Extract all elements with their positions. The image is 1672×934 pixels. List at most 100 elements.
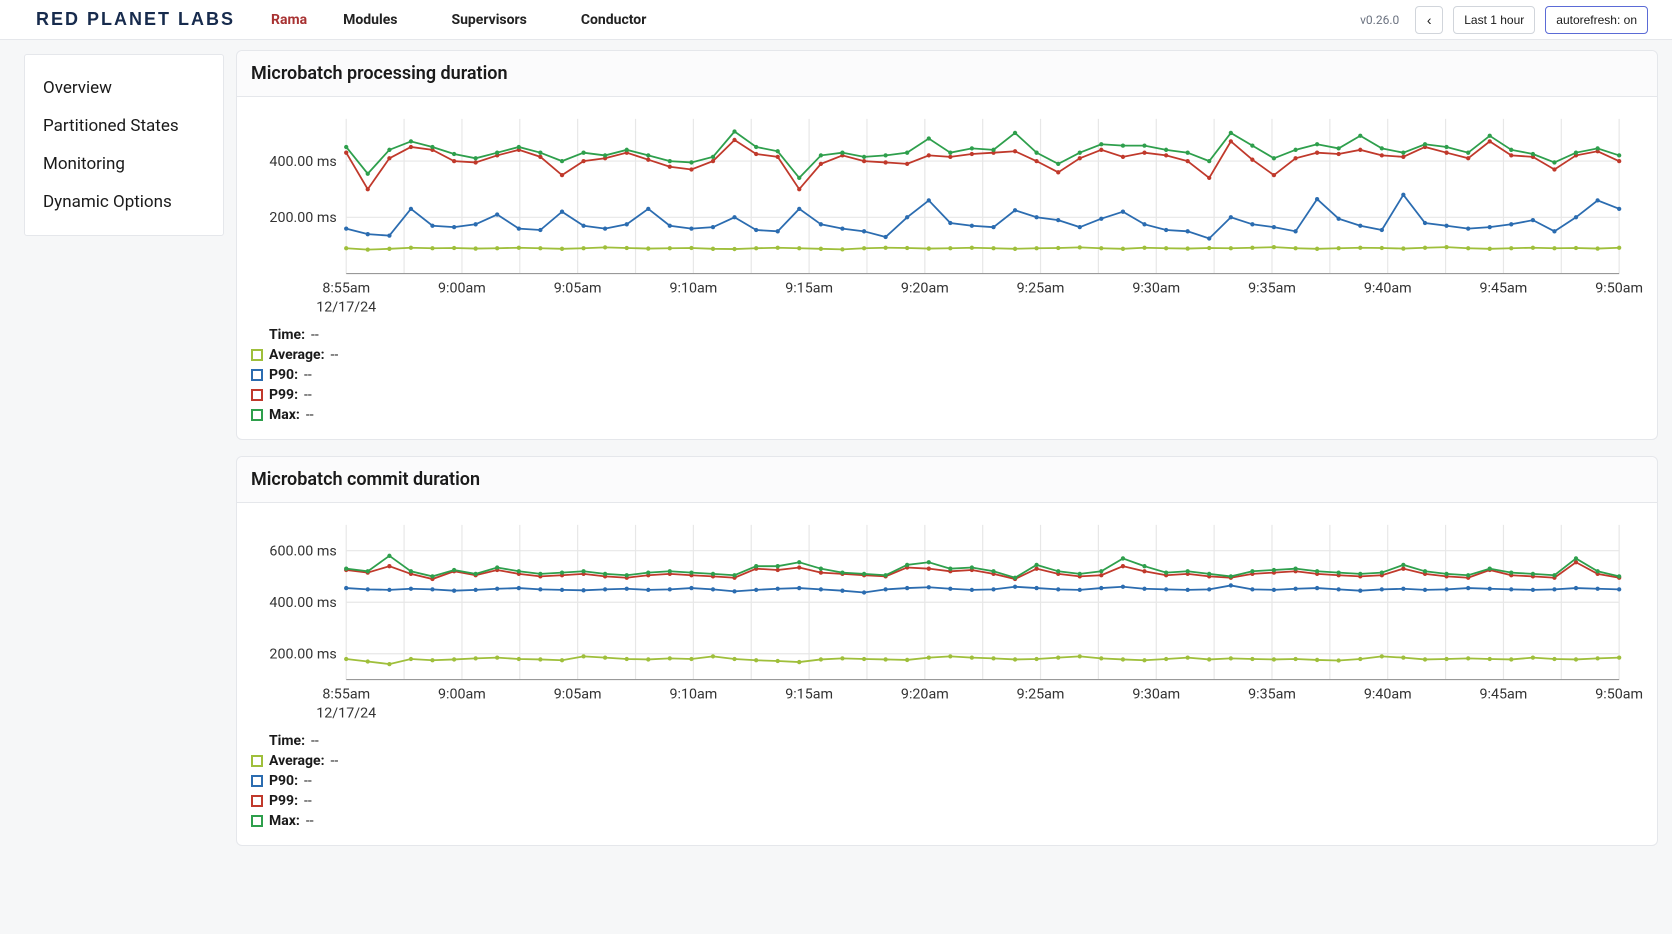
svg-text:9:30am: 9:30am bbox=[1132, 687, 1180, 703]
sidebar-item-overview[interactable]: Overview bbox=[39, 69, 209, 107]
svg-text:9:15am: 9:15am bbox=[785, 687, 833, 703]
svg-text:600.00 ms: 600.00 ms bbox=[269, 544, 336, 560]
legend-value-p90: -- bbox=[304, 773, 312, 789]
nav-gap bbox=[415, 0, 433, 40]
svg-text:9:25am: 9:25am bbox=[1017, 281, 1065, 297]
nav-modules[interactable]: Modules bbox=[325, 0, 415, 40]
panel-body: 200.00 ms400.00 ms8:55am12/17/249:00am9:… bbox=[237, 97, 1657, 439]
nav-rama[interactable]: Rama bbox=[253, 0, 325, 40]
svg-text:9:10am: 9:10am bbox=[669, 687, 717, 703]
legend-swatch-average bbox=[251, 755, 263, 767]
legend-swatch-p90 bbox=[251, 369, 263, 381]
legend-row-p90[interactable]: P90 -- bbox=[251, 367, 1643, 383]
svg-text:9:20am: 9:20am bbox=[901, 687, 949, 703]
svg-text:12/17/24: 12/17/24 bbox=[316, 706, 376, 722]
legend-value-p90: -- bbox=[304, 367, 312, 383]
legend-row-p90[interactable]: P90 -- bbox=[251, 773, 1643, 789]
sidebar-item-partitioned-states[interactable]: Partitioned States bbox=[39, 107, 209, 145]
legend-label-max: Max bbox=[269, 813, 300, 829]
sidebar-wrap: Overview Partitioned States Monitoring D… bbox=[0, 40, 236, 934]
legend-swatch-average bbox=[251, 349, 263, 361]
topbar-right: v0.26.0 ‹ Last 1 hour autorefresh: on bbox=[1360, 6, 1648, 34]
legend-value-time: -- bbox=[311, 733, 319, 749]
legend-swatch-max bbox=[251, 409, 263, 421]
svg-text:200.00 ms: 200.00 ms bbox=[269, 210, 336, 226]
chart-legend: Time -- Average -- P90 -- P99 -- Max -- bbox=[251, 327, 1643, 423]
legend-label-time: Time bbox=[269, 733, 305, 749]
chart-legend: Time -- Average -- P90 -- P99 -- Max -- bbox=[251, 733, 1643, 829]
nav-gap bbox=[545, 0, 563, 40]
panel-mb_commit: Microbatch commit duration 200.00 ms 400.… bbox=[236, 456, 1658, 846]
svg-text:9:50am: 9:50am bbox=[1595, 687, 1643, 703]
chart-wrap: 200.00 ms400.00 ms8:55am12/17/249:00am9:… bbox=[251, 107, 1643, 321]
legend-row-p99[interactable]: P99 -- bbox=[251, 793, 1643, 809]
page: Overview Partitioned States Monitoring D… bbox=[0, 40, 1672, 934]
legend-row-max[interactable]: Max -- bbox=[251, 813, 1643, 829]
panel-header: Microbatch commit duration bbox=[237, 457, 1657, 503]
legend-row-average[interactable]: Average -- bbox=[251, 347, 1643, 363]
legend-row-time: Time -- bbox=[251, 733, 1643, 749]
svg-text:9:25am: 9:25am bbox=[1017, 687, 1065, 703]
svg-text:9:45am: 9:45am bbox=[1480, 281, 1528, 297]
time-range-button[interactable]: Last 1 hour bbox=[1453, 6, 1535, 34]
time-range-back-button[interactable]: ‹ bbox=[1415, 6, 1443, 34]
autorefresh-button[interactable]: autorefresh: on bbox=[1545, 6, 1648, 34]
svg-text:8:55am: 8:55am bbox=[322, 281, 370, 297]
svg-text:9:50am: 9:50am bbox=[1595, 281, 1643, 297]
sidebar: Overview Partitioned States Monitoring D… bbox=[24, 54, 224, 236]
legend-swatch-max bbox=[251, 815, 263, 827]
legend-value-max: -- bbox=[306, 407, 314, 423]
legend-value-p99: -- bbox=[304, 387, 312, 403]
svg-text:9:40am: 9:40am bbox=[1364, 687, 1412, 703]
legend-row-time: Time -- bbox=[251, 327, 1643, 343]
legend-label-p90: P90 bbox=[269, 367, 298, 383]
panel-header: Microbatch processing duration bbox=[237, 51, 1657, 97]
panel-mb_proc: Microbatch processing duration 200.00 ms… bbox=[236, 50, 1658, 440]
legend-label-p99: P99 bbox=[269, 793, 298, 809]
sidebar-item-dynamic-options[interactable]: Dynamic Options bbox=[39, 183, 209, 221]
svg-text:9:00am: 9:00am bbox=[438, 687, 486, 703]
sidebar-item-monitoring[interactable]: Monitoring bbox=[39, 145, 209, 183]
legend-value-time: -- bbox=[311, 327, 319, 343]
panel-body: 200.00 ms 400.00 ms 600.00 ms 8:55am 12/17/2… bbox=[237, 503, 1657, 845]
legend-label-p99: P99 bbox=[269, 387, 298, 403]
svg-text:9:40am: 9:40am bbox=[1364, 281, 1412, 297]
chart-svg: 200.00 ms 400.00 ms 600.00 ms 8:55am 12/17/2… bbox=[251, 513, 1643, 727]
legend-label-average: Average bbox=[269, 347, 325, 363]
svg-text:9:05am: 9:05am bbox=[554, 687, 602, 703]
svg-text:200.00 ms: 200.00 ms bbox=[269, 647, 336, 663]
legend-row-average[interactable]: Average -- bbox=[251, 753, 1643, 769]
legend-label-average: Average bbox=[269, 753, 325, 769]
legend-row-p99[interactable]: P99 -- bbox=[251, 387, 1643, 403]
svg-text:9:35am: 9:35am bbox=[1248, 687, 1296, 703]
chart-wrap: 200.00 ms 400.00 ms 600.00 ms 8:55am 12/17/2… bbox=[251, 513, 1643, 727]
svg-text:400.00 ms: 400.00 ms bbox=[269, 595, 336, 611]
version-label: v0.26.0 bbox=[1360, 13, 1399, 27]
chart-svg: 200.00 ms400.00 ms8:55am12/17/249:00am9:… bbox=[251, 107, 1643, 321]
legend-swatch-p99 bbox=[251, 389, 263, 401]
legend-label-max: Max bbox=[269, 407, 300, 423]
svg-text:9:45am: 9:45am bbox=[1480, 687, 1528, 703]
legend-value-max: -- bbox=[306, 813, 314, 829]
legend-value-p99: -- bbox=[304, 793, 312, 809]
svg-text:8:55am: 8:55am bbox=[322, 687, 370, 703]
svg-text:9:15am: 9:15am bbox=[785, 281, 833, 297]
top-nav: Rama Modules Supervisors Conductor bbox=[253, 0, 664, 40]
legend-swatch-p99 bbox=[251, 795, 263, 807]
legend-swatch-p90 bbox=[251, 775, 263, 787]
svg-text:9:10am: 9:10am bbox=[669, 281, 717, 297]
svg-text:9:30am: 9:30am bbox=[1132, 281, 1180, 297]
legend-label-p90: P90 bbox=[269, 773, 298, 789]
svg-text:9:05am: 9:05am bbox=[554, 281, 602, 297]
legend-value-average: -- bbox=[331, 753, 339, 769]
svg-text:12/17/24: 12/17/24 bbox=[316, 300, 376, 316]
nav-conductor[interactable]: Conductor bbox=[563, 0, 665, 40]
svg-text:9:20am: 9:20am bbox=[901, 281, 949, 297]
svg-text:9:00am: 9:00am bbox=[438, 281, 486, 297]
legend-label-time: Time bbox=[269, 327, 305, 343]
nav-supervisors[interactable]: Supervisors bbox=[433, 0, 544, 40]
topbar: RED PLANET LABS Rama Modules Supervisors… bbox=[0, 0, 1672, 40]
content: Microbatch processing duration 200.00 ms… bbox=[236, 40, 1672, 934]
legend-row-max[interactable]: Max -- bbox=[251, 407, 1643, 423]
chevron-left-icon: ‹ bbox=[1427, 12, 1432, 28]
